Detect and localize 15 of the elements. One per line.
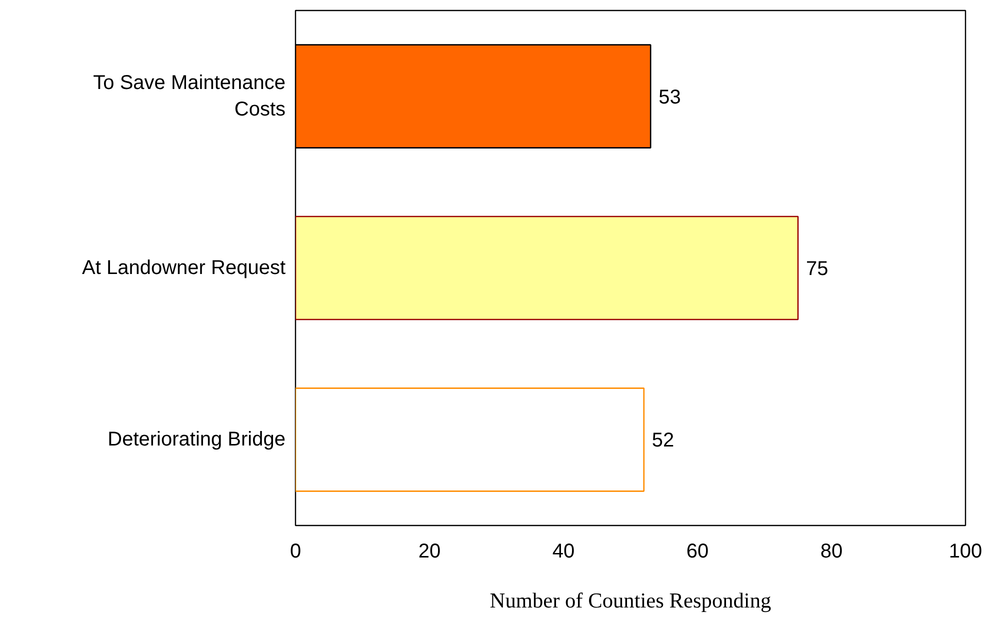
- x-tick-label: 0: [290, 540, 302, 562]
- x-axis-title: Number of Counties Responding: [490, 588, 772, 612]
- data-label: 53: [658, 86, 681, 108]
- y-tick-label: At Landowner Request: [82, 257, 286, 279]
- y-tick-label: Deteriorating Bridge: [108, 428, 286, 451]
- x-tick-label: 40: [552, 540, 575, 562]
- x-tick-label: 60: [686, 540, 709, 562]
- data-label: 52: [652, 430, 674, 452]
- data-label: 75: [806, 258, 828, 280]
- bar: [296, 216, 799, 320]
- bar: [296, 388, 645, 492]
- x-tick-label: 20: [418, 540, 441, 562]
- x-tick-label: 80: [820, 540, 843, 562]
- x-tick-label: 100: [948, 540, 982, 562]
- y-tick-label: To Save Maintenance Costs: [93, 72, 286, 121]
